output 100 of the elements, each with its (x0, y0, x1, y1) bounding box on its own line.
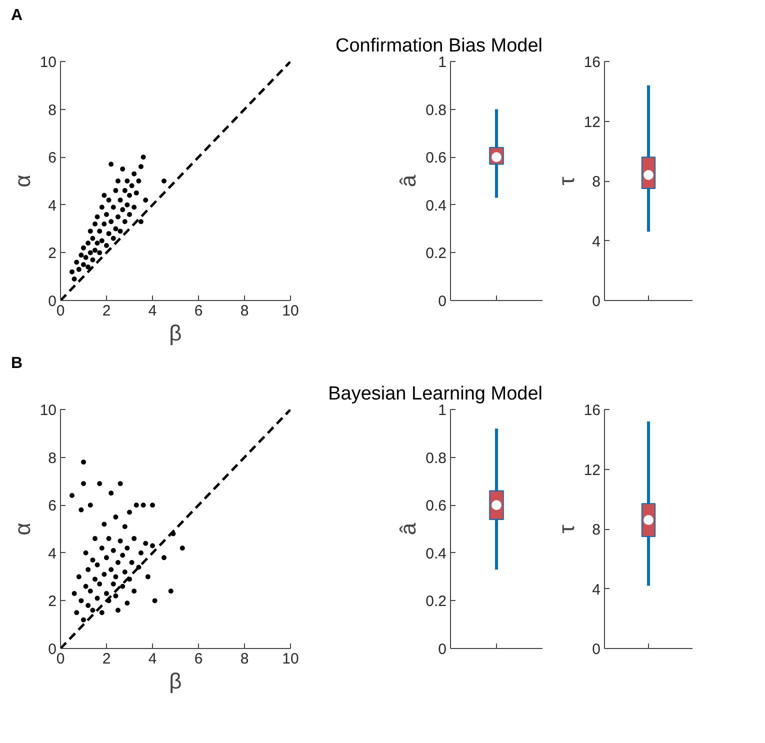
point (116, 214, 120, 220)
point (90, 257, 96, 262)
point (102, 192, 107, 198)
point (92, 248, 98, 253)
x-tick-label: 6 (194, 650, 203, 668)
y-tick-label: 1 (438, 54, 446, 71)
point (138, 219, 144, 224)
y-tick-label: 12 (584, 462, 601, 479)
x-axis-title: β (169, 320, 182, 346)
point (110, 204, 116, 210)
y-tick-label: 0.2 (426, 593, 447, 610)
chart-title: Confirmation Bias Model (336, 36, 543, 56)
point (136, 178, 142, 184)
point (140, 154, 146, 160)
y-tick-label: 4 (592, 581, 600, 598)
y-tick-label: 0.4 (426, 197, 447, 214)
point (86, 264, 91, 270)
point (120, 166, 126, 172)
point (108, 219, 114, 224)
point (127, 212, 132, 217)
point (118, 228, 123, 234)
point (94, 240, 100, 246)
y-tick-label: 2 (48, 593, 56, 610)
y-axis-title: â (396, 174, 421, 188)
point (97, 250, 102, 256)
point (88, 228, 93, 234)
point (81, 262, 86, 268)
point (102, 222, 107, 227)
point (122, 188, 128, 194)
y-tick-label: 8 (592, 174, 600, 190)
point (138, 164, 144, 170)
y-tick-label: 0.6 (426, 150, 447, 167)
point (94, 214, 100, 220)
point (132, 171, 137, 176)
x-tick-label: 4 (148, 650, 157, 668)
point (74, 260, 80, 265)
point (106, 198, 112, 203)
text: A (10, 6, 23, 26)
point (162, 178, 166, 184)
y-tick-label: 0.6 (426, 498, 447, 515)
x-tick-label: 2 (102, 650, 111, 668)
point (81, 245, 86, 250)
x-tick-label: 8 (240, 650, 249, 668)
y-tick-label: 0.8 (426, 450, 447, 467)
y-tick-label: 0.4 (426, 545, 447, 562)
point (97, 228, 102, 234)
chart-title: Bayesian Learning Model (328, 384, 543, 404)
point (88, 250, 93, 256)
point (70, 269, 74, 274)
point (108, 162, 114, 167)
y-tick-label: 10 (40, 402, 57, 419)
y-axis-title: â (396, 522, 421, 536)
point (83, 254, 88, 260)
y-tick-label: 4 (48, 197, 56, 214)
point (118, 198, 123, 203)
y-tick-label: 16 (584, 402, 601, 419)
y-tick-label: 2 (48, 245, 56, 262)
point (134, 190, 139, 196)
point (116, 178, 120, 184)
text: B (10, 354, 23, 374)
y-tick-label: 16 (584, 54, 601, 71)
point (124, 178, 130, 184)
x-tick-label: 8 (240, 302, 249, 320)
point (122, 219, 128, 224)
point (110, 236, 116, 241)
point (113, 188, 118, 194)
point (76, 266, 82, 272)
point (90, 236, 96, 241)
point (124, 202, 130, 208)
x-axis-title: β (169, 668, 182, 694)
point (129, 183, 134, 188)
point (104, 212, 109, 217)
point (72, 276, 77, 282)
point (127, 192, 132, 198)
y-axis-title: τ (554, 176, 579, 186)
point (92, 222, 98, 227)
point (106, 231, 112, 236)
y-tick-label: 0.2 (426, 245, 447, 262)
y-axis-title: α (10, 174, 35, 188)
y-tick-label: 0.8 (426, 102, 447, 119)
point (104, 243, 109, 248)
y-axis-title: α (10, 522, 35, 536)
point (78, 252, 84, 258)
point (143, 198, 148, 203)
y-tick-label: 8 (592, 522, 600, 538)
point (99, 204, 104, 210)
y-tick-label: 12 (584, 114, 601, 131)
x-tick-label: 10 (282, 302, 299, 320)
point (99, 238, 104, 244)
y-tick-label: 8 (48, 450, 56, 467)
x-tick-label: 10 (282, 650, 299, 668)
y-tick-label: 6 (48, 150, 56, 167)
point (86, 240, 91, 246)
y-tick-label: 4 (48, 545, 56, 562)
point (132, 204, 137, 210)
x-tick-label: 2 (102, 302, 111, 320)
y-tick-label: 4 (592, 233, 600, 250)
y-axis-title: τ (554, 524, 579, 534)
y-tick-label: 1 (438, 402, 446, 419)
y-tick-label: 10 (40, 54, 57, 71)
